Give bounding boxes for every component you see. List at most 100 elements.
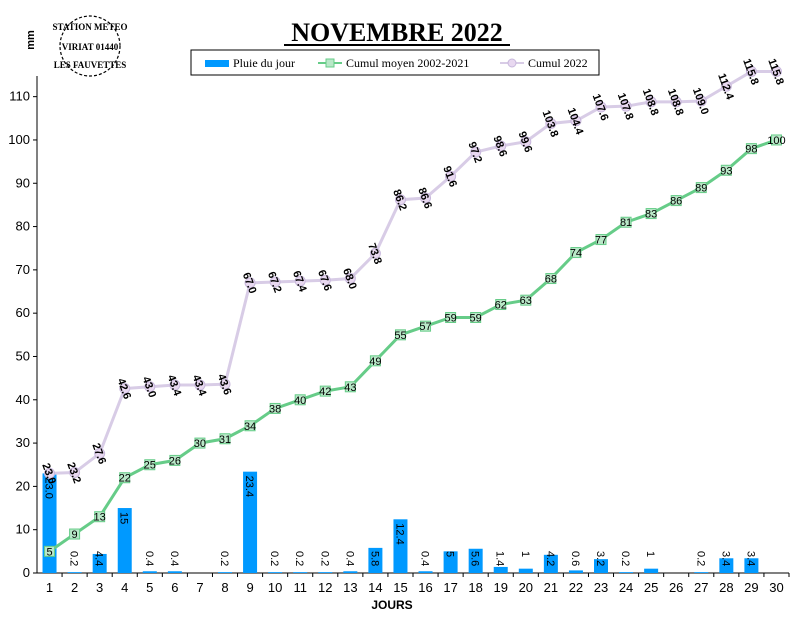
rain-bar [719, 558, 734, 573]
cumul-2022-point [294, 275, 306, 287]
rain-bar [67, 572, 82, 573]
cumul-2022-point [344, 273, 356, 285]
avg-cumul-point [420, 320, 432, 332]
rain-bar [218, 572, 232, 573]
avg-cumul-label: 40 [294, 395, 306, 407]
rain-bar [468, 548, 483, 573]
avg-cumul-label: 49 [369, 356, 381, 368]
rain-value-label: 15 [118, 512, 130, 524]
y-tick-label: 100 [8, 132, 30, 147]
logo-line1: STATION METEO [53, 22, 128, 32]
x-tick-label: 17 [443, 580, 457, 595]
cumul-2022-point [119, 383, 131, 395]
avg-cumul-label: 98 [745, 144, 757, 156]
rain-bar [268, 572, 283, 573]
y-tick-label: 30 [16, 435, 30, 450]
avg-cumul-point [520, 294, 532, 306]
rain-bar [518, 568, 533, 573]
legend-swatch-rain [205, 60, 229, 67]
cumul-2022-point [520, 136, 532, 148]
cumul-2022-point [695, 95, 707, 107]
rain-bar [393, 519, 408, 573]
avg-cumul-point [294, 394, 306, 406]
cumul-2022-point [94, 447, 106, 459]
cumul-2022-series [44, 66, 782, 479]
avg-cumul-label: 13 [94, 512, 106, 524]
station-logo: STATION METEO VIRIAT 01440 LES FAUVETTES [53, 15, 128, 77]
rain-bar [644, 568, 659, 573]
avg-cumul-label: 55 [394, 330, 406, 342]
x-tick-label: 30 [769, 580, 783, 595]
y-tick-label: 80 [16, 219, 30, 234]
avg-cumul-label: 42 [319, 386, 331, 398]
x-tick-label: 24 [619, 580, 633, 595]
rain-bar [167, 571, 182, 573]
y-tick-label: 60 [16, 305, 30, 320]
avg-cumul-point [445, 312, 457, 324]
chart-title: NOVEMBRE 2022 [291, 18, 503, 47]
cumul-2022-point [570, 115, 582, 127]
cumul-2022-point [194, 379, 206, 391]
cumul-2022-label: 86.2 [390, 188, 409, 212]
rain-value-label: 4.2 [544, 551, 556, 566]
cumul-2022-point [445, 170, 457, 182]
avg-cumul-point [269, 402, 281, 414]
avg-cumul-label: 74 [570, 248, 582, 260]
cumul-2022-point [319, 274, 331, 286]
avg-cumul-label: 34 [244, 421, 256, 433]
rain-bar [594, 559, 608, 573]
cumul-2022-point [720, 80, 732, 92]
cumul-2022-line [49, 70, 777, 475]
cumul-2022-point [595, 101, 607, 113]
rain-value-label: 0.2 [318, 551, 330, 566]
avg-cumul-label: 25 [144, 460, 156, 472]
legend-marker-2022 [507, 58, 517, 68]
avg-cumul-point [645, 208, 657, 220]
cumul-2022-point [495, 140, 507, 152]
y-tick-label: 10 [16, 522, 30, 537]
avg-cumul-label: 26 [169, 455, 181, 467]
rain-bar [343, 571, 358, 573]
logo-line2: VIRIAT 01440 [62, 42, 119, 52]
rain-bar [619, 572, 634, 573]
avg-cumul-point [394, 329, 406, 341]
x-ticks: 1 2 3 4 5 6 7 8 9 10 11 12 13 14 15 16 17 18 19 20 21 22 23 24 2… [46, 573, 790, 595]
rain-bar [543, 554, 558, 573]
cumul-2022-label: 107.6 [590, 92, 611, 122]
avg-cumul-label: 9 [72, 529, 78, 541]
cumul-2022-point [244, 277, 256, 289]
x-tick-label: 20 [519, 580, 533, 595]
y-tick-label: 50 [16, 348, 30, 363]
rain-bar [568, 570, 583, 573]
x-tick-label: 11 [293, 580, 307, 595]
x-tick-label: 27 [694, 580, 708, 595]
rain-bar [142, 571, 157, 573]
rain-value-label: 0.2 [694, 551, 706, 566]
avg-cumul-label: 93 [720, 165, 732, 177]
x-tick-label: 6 [171, 580, 178, 595]
x-tick-label: 18 [468, 580, 482, 595]
avg-cumul-point [194, 437, 206, 449]
avg-cumul-label: 77 [595, 235, 607, 247]
x-tick-label: 1 [46, 580, 53, 595]
avg-cumul-point [144, 459, 156, 471]
avg-cumul-point [219, 433, 231, 445]
avg-cumul-point [369, 355, 381, 367]
rain-value-label: 0.4 [168, 551, 180, 566]
rain-bar [293, 572, 308, 573]
avg-cumul-series [44, 134, 782, 557]
rain-value-label: 0.4 [419, 551, 431, 566]
avg-cumul-point [169, 454, 181, 466]
x-tick-label: 8 [221, 580, 228, 595]
avg-cumul-label: 30 [194, 438, 206, 450]
rain-value-label: 0.2 [268, 551, 280, 566]
rain-value-label: 3.2 [594, 551, 606, 566]
avg-cumul-point [344, 381, 356, 393]
avg-cumul-label: 68 [545, 274, 557, 286]
avg-cumul-point [69, 528, 81, 540]
rain-value-label: 1 [644, 551, 656, 557]
cumul-2022-label: 42.6 [114, 377, 133, 401]
rain-value-label: 1.4 [494, 551, 506, 566]
x-tick-label: 2 [71, 580, 78, 595]
